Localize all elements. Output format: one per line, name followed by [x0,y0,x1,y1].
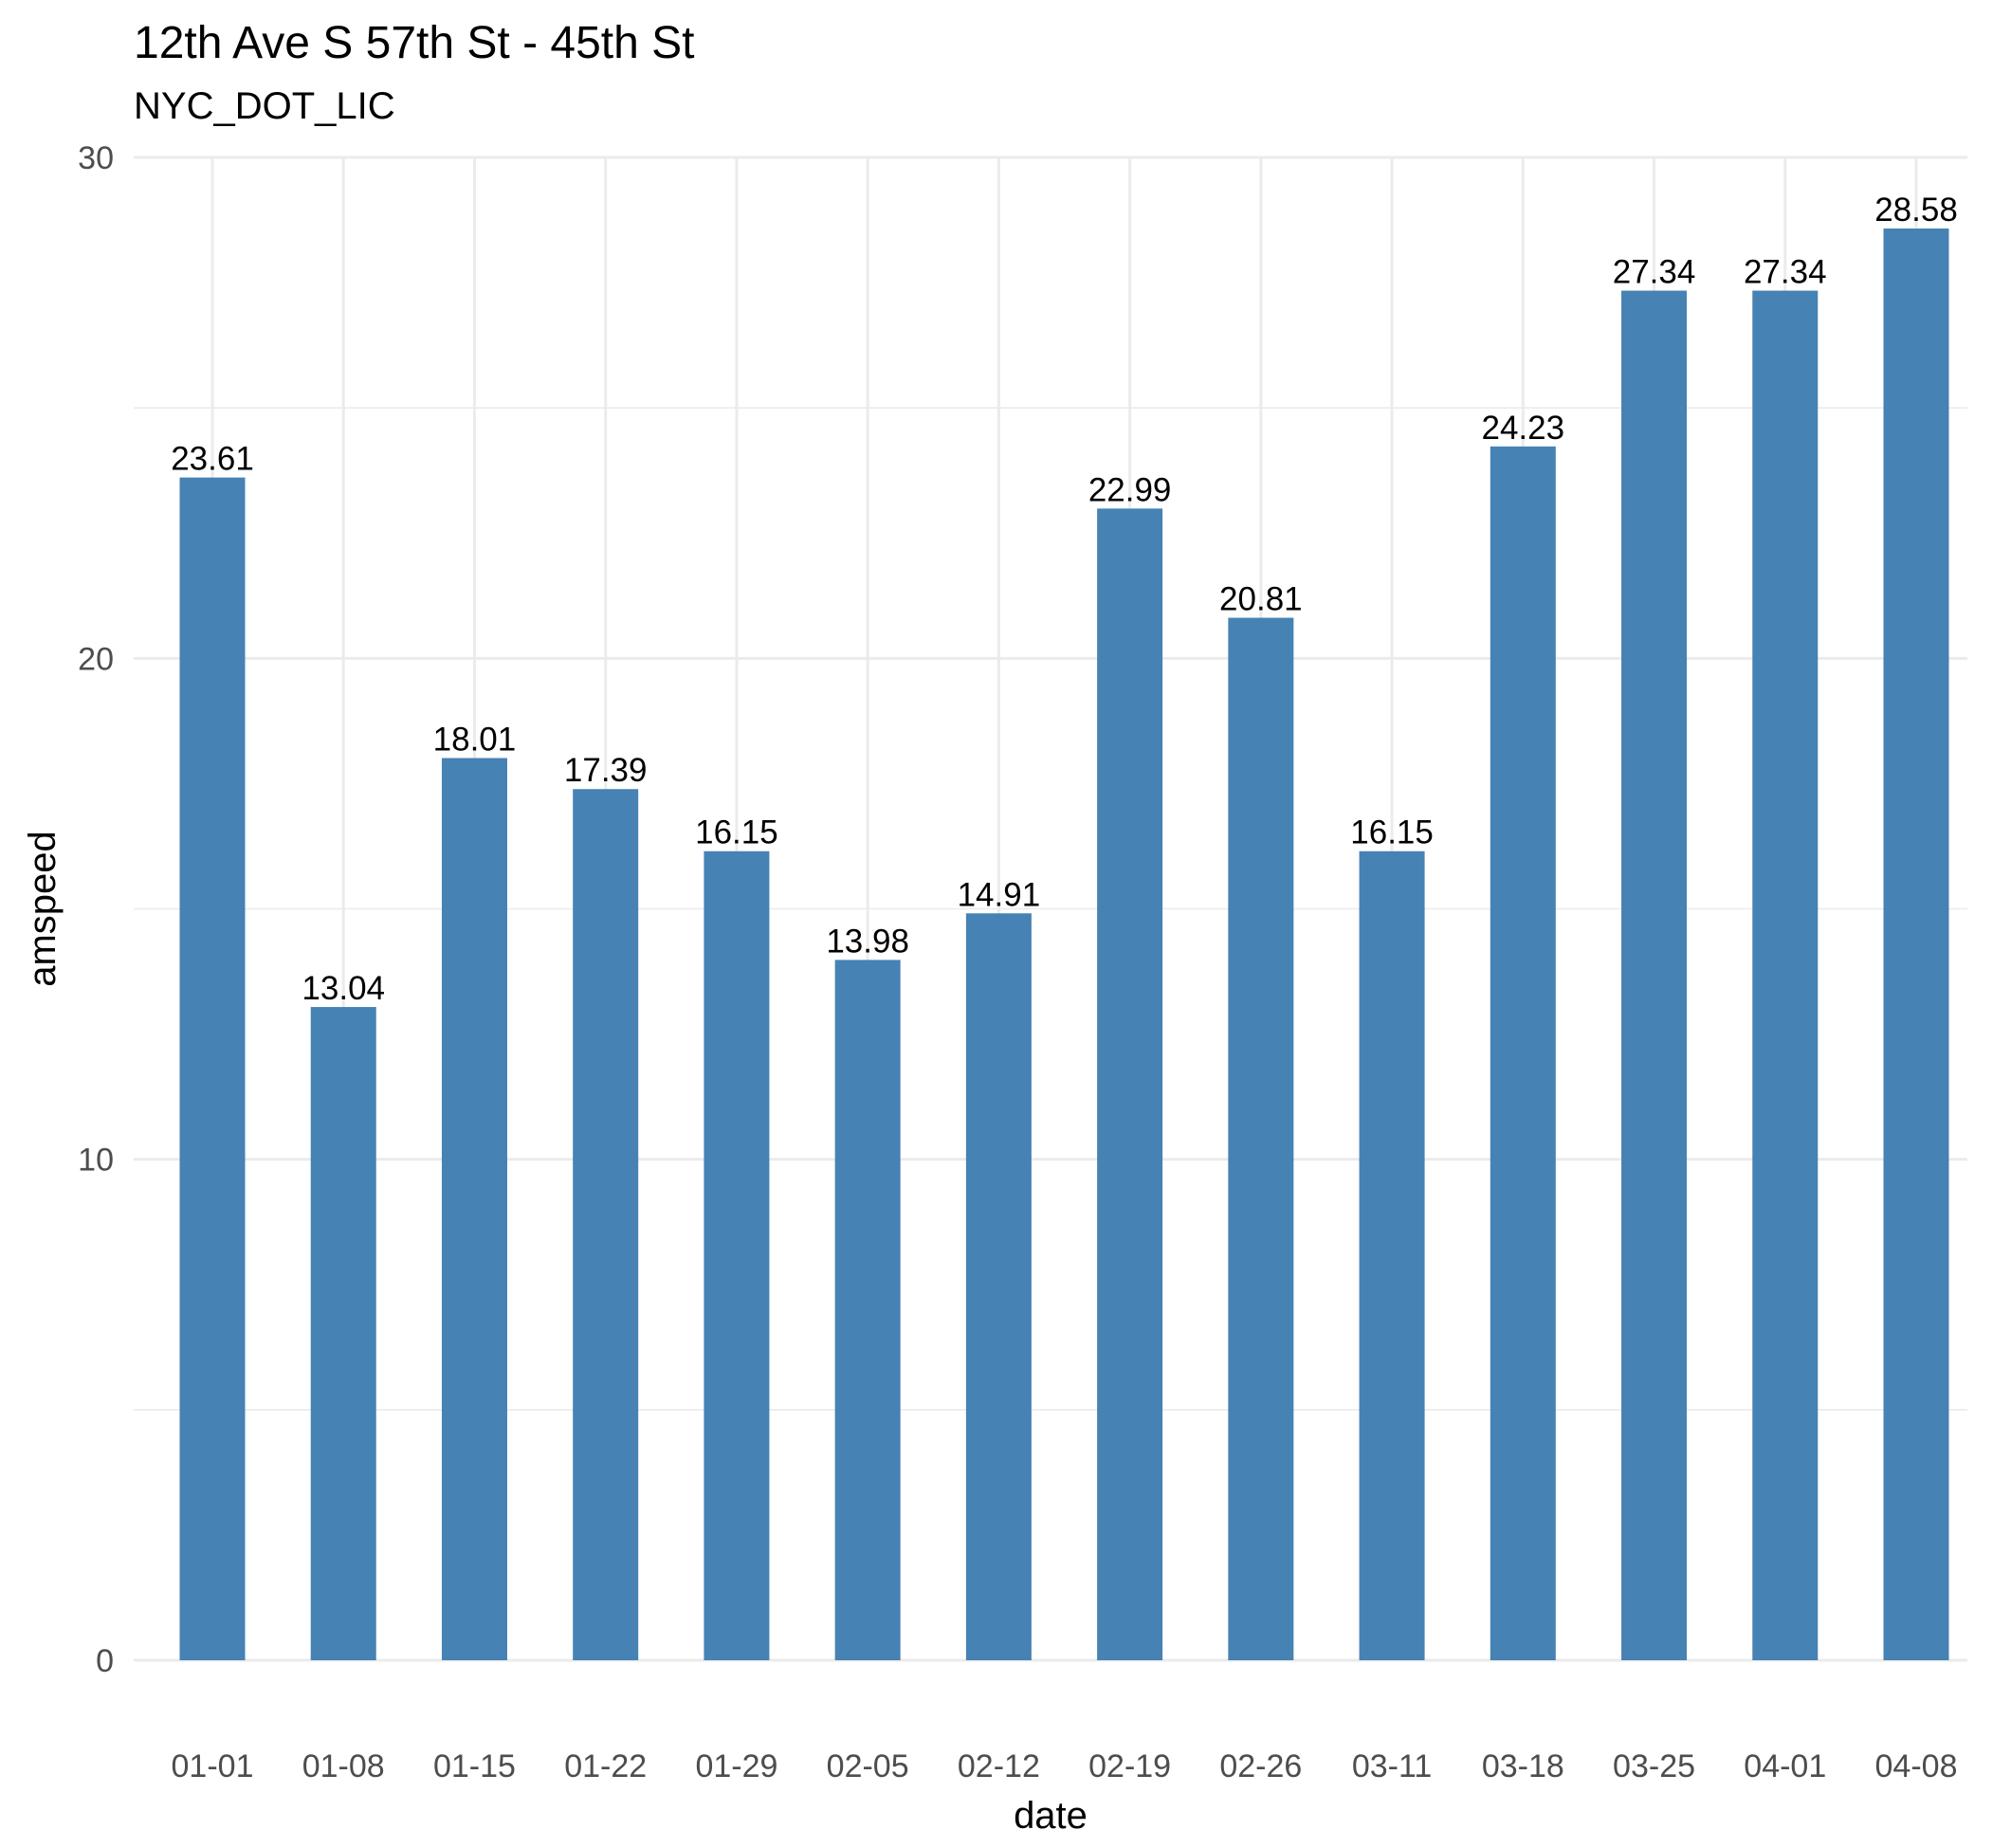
x-tick-label: 02-12 [958,1748,1040,1784]
x-tick-label: 02-26 [1219,1748,1302,1784]
x-axis-title: date [1014,1795,1088,1837]
chart-subtitle: NYC_DOT_LIC [134,85,395,127]
x-tick-label: 03-11 [1352,1748,1432,1784]
gridlines [134,156,1967,1662]
bar-value-label: 16.15 [1350,814,1434,851]
bar-02-19 [1097,508,1163,1660]
bar-03-11 [1359,851,1425,1660]
bar-value-label: 22.99 [1088,471,1172,508]
bar-labels: 23.61 13.04 18.01 17.39 16.15 13.98 14.91 22.99… [171,192,1958,1007]
x-tick-label: 04-01 [1744,1748,1826,1784]
bar-03-18 [1490,446,1556,1660]
bar-value-label: 18.01 [433,721,517,758]
y-tick-label: 20 [78,641,114,677]
bar-value-label: 23.61 [171,441,254,478]
x-tick-label: 04-08 [1875,1748,1958,1784]
bar-value-label: 24.23 [1482,410,1565,447]
bar-value-label: 14.91 [958,876,1041,913]
bar-02-05 [834,960,901,1660]
bar-value-label: 16.15 [695,814,778,851]
bar-value-label: 13.04 [302,970,385,1007]
x-tick-label: 01-15 [433,1748,516,1784]
bars [179,229,1949,1661]
y-axis-ticks: 0 10 20 30 [78,140,114,1679]
bar-value-label: 28.58 [1874,192,1958,229]
x-tick-label: 01-01 [172,1748,254,1784]
bar-03-25 [1621,290,1688,1661]
bar-value-label: 27.34 [1744,254,1827,291]
x-axis-ticks: 01-01 01-08 01-15 01-22 01-29 02-05 02-12 02-19… [172,1748,1958,1784]
x-tick-label: 01-08 [302,1748,385,1784]
y-tick-label: 10 [78,1143,114,1179]
bar-value-label: 17.39 [564,752,648,789]
bar-01-08 [310,1007,376,1660]
bar-02-26 [1228,617,1294,1660]
x-tick-label: 02-19 [1088,1748,1171,1784]
x-tick-label: 01-22 [564,1748,647,1784]
x-tick-label: 02-05 [827,1748,909,1784]
bar-04-08 [1883,229,1949,1661]
x-tick-label: 03-25 [1613,1748,1695,1784]
bar-04-01 [1752,290,1819,1661]
bar-01-01 [179,477,246,1661]
x-tick-label: 03-18 [1482,1748,1564,1784]
bar-value-label: 13.98 [826,923,909,960]
x-tick-label: 01-29 [695,1748,777,1784]
bar-value-label: 20.81 [1219,581,1303,618]
bar-01-15 [441,758,507,1660]
y-tick-label: 30 [78,140,114,176]
y-tick-label: 0 [96,1643,114,1679]
bar-01-29 [704,851,770,1660]
bar-value-label: 27.34 [1613,254,1696,291]
chart-title: 12th Ave S 57th St - 45th St [134,18,695,68]
bar-02-12 [965,913,1032,1660]
bar-01-22 [573,789,639,1660]
y-axis-title: amspeed [22,831,64,987]
